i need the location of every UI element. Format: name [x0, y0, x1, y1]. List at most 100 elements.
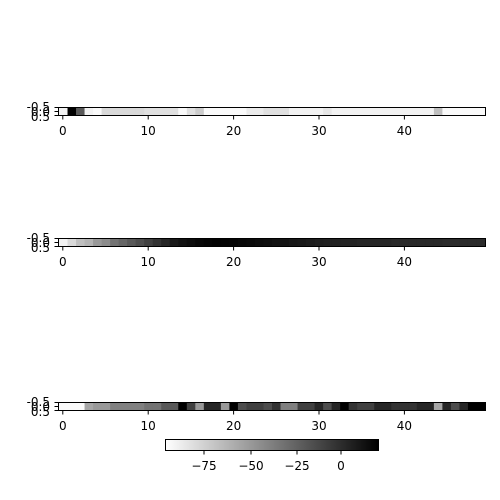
- heatmap-cell: [332, 108, 341, 115]
- heatmap-cell: [425, 403, 434, 410]
- heatmap-cell: [76, 403, 85, 410]
- heatmap-cell: [161, 239, 170, 246]
- heatmap-cell: [315, 108, 324, 115]
- heatmap-cell: [195, 403, 204, 410]
- heatmap-cell: [85, 108, 94, 115]
- heatmap-cell: [178, 239, 187, 246]
- heatmap-cell: [110, 239, 119, 246]
- heatmap-cell: [136, 403, 145, 410]
- heatmap-cell: [212, 403, 221, 410]
- heatmap-cell: [255, 239, 264, 246]
- heatmap-cell: [476, 403, 485, 410]
- x-tick-label: 20: [226, 419, 241, 433]
- heatmap-cell: [298, 108, 307, 115]
- heatmap-cell: [119, 239, 128, 246]
- heatmap-cell: [229, 403, 238, 410]
- heatmap-cell: [263, 239, 272, 246]
- colorbar-tick-label: −75: [191, 459, 216, 473]
- heatmap-cell: [425, 108, 434, 115]
- y-axis: -0.5 0.0 0.5: [27, 231, 59, 255]
- colorbar-tick-label: 0: [337, 459, 345, 473]
- y-tick-label: 0.5: [31, 110, 50, 124]
- heatmap-cell: [195, 239, 204, 246]
- colorbar-tick-label: −25: [284, 459, 309, 473]
- heatmap-cell: [366, 108, 375, 115]
- heatmap-cell: [144, 239, 153, 246]
- heatmap-cell: [349, 239, 358, 246]
- heatmap-cell: [391, 239, 400, 246]
- heatmap-cell: [187, 239, 196, 246]
- y-axis: -0.5 0.0 0.5: [27, 100, 59, 124]
- heatmap-cell: [272, 108, 281, 115]
- heatmap-cell: [476, 239, 485, 246]
- heatmap-cell: [289, 239, 298, 246]
- heatmap-cell: [212, 239, 221, 246]
- heatmap-cell: [476, 108, 485, 115]
- x-tick-label: 20: [226, 255, 241, 269]
- heatmap-cell: [417, 108, 426, 115]
- heatmap-cell: [170, 239, 179, 246]
- heatmap-cell: [102, 239, 111, 246]
- heatmap-cell: [136, 239, 145, 246]
- heatmap-panel-1: -0.5 0.0 0.5 0 10 20 30 40: [27, 100, 486, 138]
- heatmap-cell: [417, 403, 426, 410]
- heatmap-cell: [315, 239, 324, 246]
- heatmap-cell: [127, 239, 136, 246]
- heatmap-cell: [417, 239, 426, 246]
- heatmap-cell: [144, 403, 153, 410]
- heatmap-cell: [93, 108, 102, 115]
- heatmap-cell: [221, 239, 230, 246]
- heatmap-cell: [383, 239, 392, 246]
- colorbar-tick-label: −50: [238, 459, 263, 473]
- heatmap-cell: [281, 108, 290, 115]
- y-tick-label: 0.5: [31, 405, 50, 419]
- heatmap-cell: [221, 403, 230, 410]
- heatmap-cell: [119, 403, 128, 410]
- heatmap-panel-3: -0.5 0.0 0.5 0 10 20 30 40: [27, 395, 486, 433]
- heatmap-cell: [153, 403, 162, 410]
- heatmap-cell: [468, 239, 477, 246]
- heatmap-cell: [238, 403, 247, 410]
- heatmap-cell: [59, 108, 68, 115]
- heatmap-cell: [102, 108, 111, 115]
- heatmap-cell: [238, 239, 247, 246]
- heatmap-cell: [238, 108, 247, 115]
- heatmap-cell: [229, 239, 238, 246]
- heatmap-cell: [178, 108, 187, 115]
- heatmap-cell: [144, 108, 153, 115]
- heatmap-cell: [255, 108, 264, 115]
- x-tick-label: 0: [59, 255, 67, 269]
- heatmap-cell: [204, 108, 213, 115]
- heatmap-cell: [195, 108, 204, 115]
- heatmap-cell: [246, 403, 255, 410]
- heatmap-cell: [136, 108, 145, 115]
- heatmap-cell: [59, 403, 68, 410]
- heatmap-cell: [263, 108, 272, 115]
- heatmap-cell: [357, 239, 366, 246]
- heatmap-cell: [127, 403, 136, 410]
- heatmap-cell: [272, 239, 281, 246]
- heatmap-cell: [68, 239, 77, 246]
- heatmap-cell: [468, 108, 477, 115]
- heatmap-cell: [459, 403, 468, 410]
- heatmap-cell: [323, 239, 332, 246]
- heatmap-cell: [110, 108, 119, 115]
- heatmap-cell: [434, 403, 443, 410]
- heatmap-cell: [323, 108, 332, 115]
- heatmap-cell: [391, 108, 400, 115]
- heatmap-cell: [332, 239, 341, 246]
- heatmap-cell: [187, 108, 196, 115]
- heatmap-cell: [119, 108, 128, 115]
- colorbar-gradient: [166, 440, 379, 451]
- heatmap-cell: [263, 403, 272, 410]
- x-tick-label: 10: [141, 255, 156, 269]
- heatmap-cell: [212, 108, 221, 115]
- heatmap-cell: [85, 239, 94, 246]
- heatmap-cell: [178, 403, 187, 410]
- heatmap-cell: [323, 403, 332, 410]
- heatmap-cell: [161, 108, 170, 115]
- x-tick-label: 40: [397, 124, 412, 138]
- heatmap-cell: [374, 239, 383, 246]
- y-tick-label: 0.5: [31, 241, 50, 255]
- heatmap-cell: [349, 108, 358, 115]
